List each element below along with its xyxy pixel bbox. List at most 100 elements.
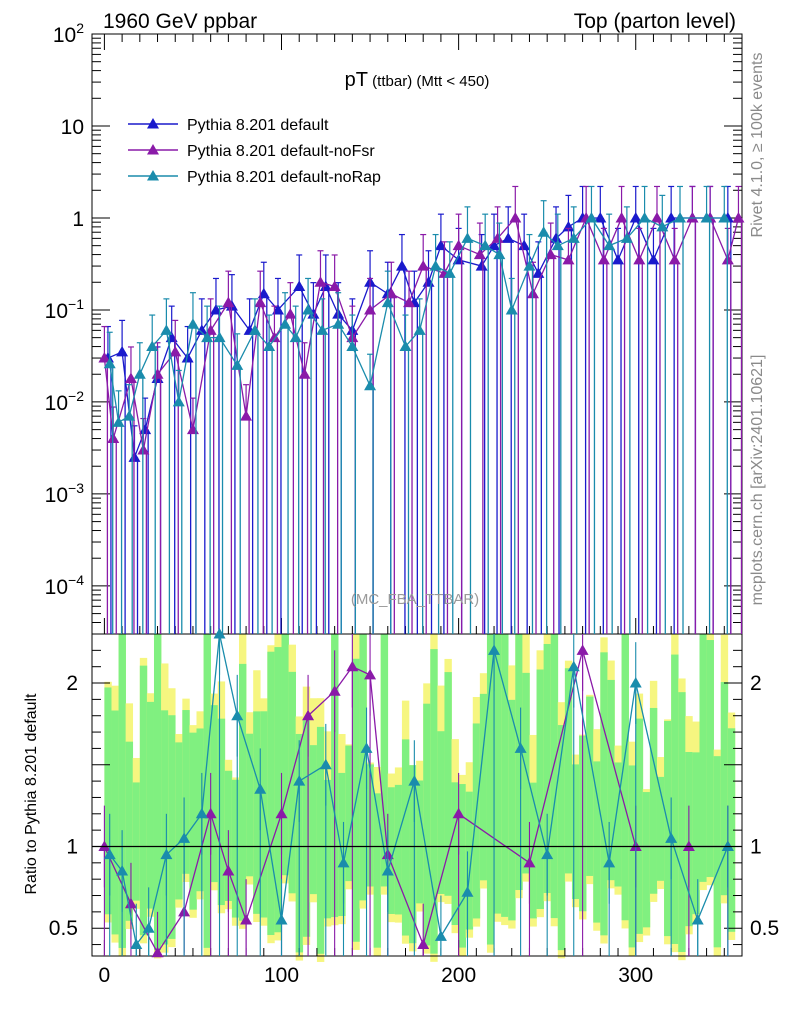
ratio-data-point [103,848,116,860]
ratio-y-tick-label-right: 0.5 [750,917,779,940]
x-tick-label: 300 [618,964,653,987]
data-point [186,423,199,435]
ratio-y-tick-label-right: 2 [750,672,762,695]
legend: Pythia 8.201 default Pythia 8.201 default… [128,117,381,186]
band-green [146,701,155,909]
data-point [395,260,408,271]
rivet-version-label: Rivet 4.1.0, ≥ 100k events [749,53,766,238]
band-green [720,682,729,896]
ratio-y-tick-label: 0.5 [49,917,78,940]
x-tick-label: 100 [264,964,299,987]
band-green [444,672,452,896]
ratio-data-point [381,865,394,876]
data-point [139,423,152,435]
ratio-data-point [213,628,226,639]
band-green [309,745,318,895]
legend-marker [147,170,159,181]
data-point [491,232,504,243]
ratio-series-group [98,628,734,958]
band-green [607,679,615,881]
band-green [182,710,190,874]
ratio-data-point [691,914,704,925]
band-green [401,739,410,936]
data-point [298,368,311,379]
ratio-data-point [721,840,734,851]
data-point [316,324,329,335]
band-green [274,647,282,933]
ratio-data-point [130,938,143,950]
data-point [124,372,137,383]
ratio-tick-labels: 0.5 0.5 1 1 2 2 0 100 200 300 [49,672,779,987]
band-green [486,634,495,945]
data-point [364,303,377,315]
band-green [713,756,722,948]
ratio-data-point [603,856,616,868]
data-point [186,318,199,329]
tick-exponent: 2 [76,20,84,36]
legend-marker [147,118,159,129]
ratio-data-point [488,644,501,655]
band-green [196,728,204,892]
title-sub: (ttbar) [368,73,412,90]
band-green [430,649,438,954]
ratio-y-tick-label: 2 [66,672,78,695]
data-point [585,211,598,223]
band-green [671,654,679,944]
main-y-tick-label: 10−1 [45,296,85,323]
header-right: Top (parton level) [574,10,736,33]
ratio-data-point [541,848,554,860]
data-point [103,357,116,369]
ratio-data-point [514,742,527,753]
data-point [248,324,261,335]
data-point [151,368,164,379]
data-point [417,260,430,271]
ratio-data-point [328,685,341,696]
band-green [649,707,658,894]
tick-exponent: −1 [68,296,84,312]
band-green [586,696,594,876]
band-green [437,731,445,894]
band-green [536,669,544,910]
tick-exponent: −2 [68,388,84,404]
data-point [475,260,488,271]
band-green [132,782,141,901]
ratio-uncertainty-bands [104,634,736,962]
band-green [635,718,644,934]
data-point [222,296,235,308]
band-green [465,791,474,930]
title-cut: (Mtt < 450) [412,73,489,90]
band-green [458,784,467,948]
band-green [253,711,261,914]
ratio-data-point [160,848,173,860]
band-green [394,784,403,915]
data-point [647,253,660,265]
band-green [621,634,629,921]
band-green [416,780,424,904]
band-green [302,720,311,937]
band-green [288,671,296,894]
ratio-data-point [240,914,253,925]
ratio-data-point [275,914,288,925]
mcplots-label: mcplots.cern.ch [arXiv:2401.10621] [749,355,766,606]
tick-base: 10 [45,392,68,415]
analysis-watermark: (MC_FBA_TTBAR) [351,591,479,608]
data-point [633,253,646,265]
data-point [615,211,628,223]
tick-base: 1 [72,208,84,231]
band-green [217,718,226,906]
legend-label: Pythia 8.201 default-noFsr [187,143,375,160]
ratio-data-point [576,644,589,655]
data-point [443,267,456,278]
legend-marker [147,144,159,155]
data-point [544,248,557,260]
main-y-tick-label: 10−2 [45,388,85,415]
ratio-data-point [178,832,191,843]
band-green [239,663,247,921]
data-point [429,260,442,271]
band-green [628,765,637,948]
data-point [650,211,663,223]
data-point [488,239,501,251]
main-y-tick-label: 10 [61,116,84,139]
band-green [543,643,552,894]
